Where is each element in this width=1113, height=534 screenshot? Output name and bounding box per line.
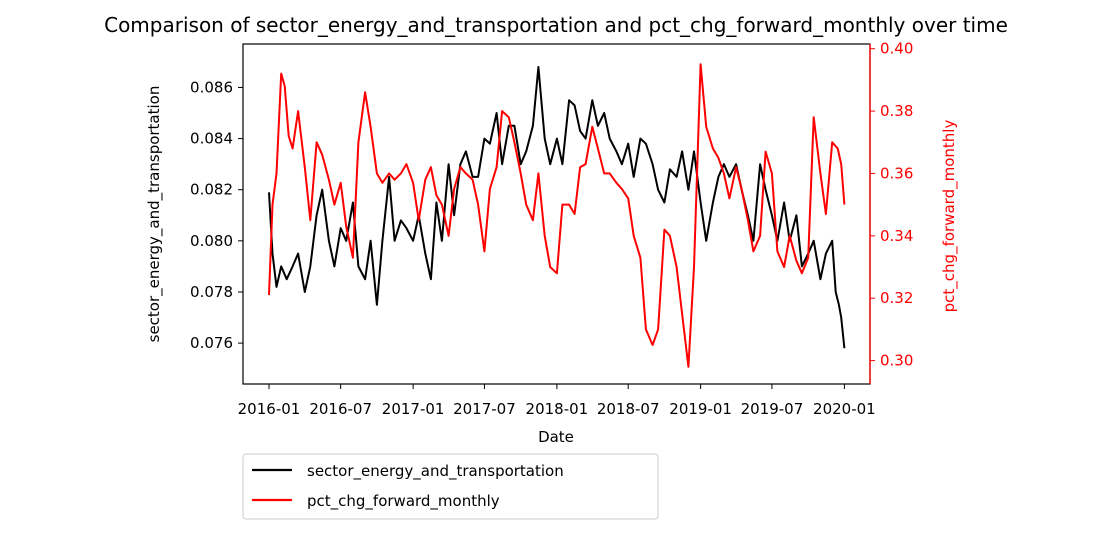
legend-frame (242, 453, 659, 520)
x-tick-label: 2018-01 (526, 400, 589, 418)
x-tick-label: 2020-01 (813, 400, 876, 418)
series-line-pct-chg (268, 63, 846, 368)
legend-label-pct-chg: pct_chg_forward_monthly (307, 492, 500, 511)
y-right-tick-label: 0.32 (880, 289, 913, 307)
y-left-tick-label: 0.080 (190, 232, 233, 250)
x-tick-label: 2017-07 (453, 400, 516, 418)
y-left-tick-label: 0.078 (190, 283, 233, 301)
x-axis-label: Date (538, 428, 574, 446)
y-right-tick-label: 0.36 (880, 164, 913, 182)
y-left-tick-label: 0.082 (190, 181, 233, 199)
x-tick-label: 2016-01 (238, 400, 301, 418)
legend-label-sector-energy: sector_energy_and_transportation (307, 462, 564, 481)
y-right-tick-label: 0.34 (880, 227, 913, 245)
y-right-tick-label: 0.40 (880, 40, 913, 58)
y-left-tick-label: 0.084 (190, 130, 233, 148)
series-line-sector-energy (268, 66, 846, 349)
y-axis-right: 0.30 0.32 0.34 0.36 0.38 0.40 (869, 40, 913, 384)
y-axis-left-label: sector_energy_and_transportation (145, 86, 164, 343)
series-layer (268, 63, 846, 368)
y-axis-left: 0.076 0.078 0.080 0.082 0.084 0.086 (190, 78, 243, 352)
y-axis-right-label: pct_chg_forward_monthly (940, 120, 959, 313)
x-tick-label: 2016-07 (309, 400, 372, 418)
x-tick-label: 2019-01 (669, 400, 732, 418)
x-tick-label: 2019-07 (741, 400, 804, 418)
legend: sector_energy_and_transportation pct_chg… (242, 453, 659, 520)
x-axis: 2016-01 2016-07 2017-01 2017-07 2018-01 2018-… (238, 384, 876, 418)
x-tick-label: 2018-07 (597, 400, 660, 418)
y-left-tick-label: 0.076 (190, 334, 233, 352)
y-right-tick-label: 0.38 (880, 102, 913, 120)
chart-title: Comparison of sector_energy_and_transpor… (104, 13, 1008, 37)
y-left-tick-label: 0.086 (190, 78, 233, 96)
y-right-tick-label: 0.30 (880, 352, 913, 370)
x-tick-label: 2017-01 (382, 400, 445, 418)
